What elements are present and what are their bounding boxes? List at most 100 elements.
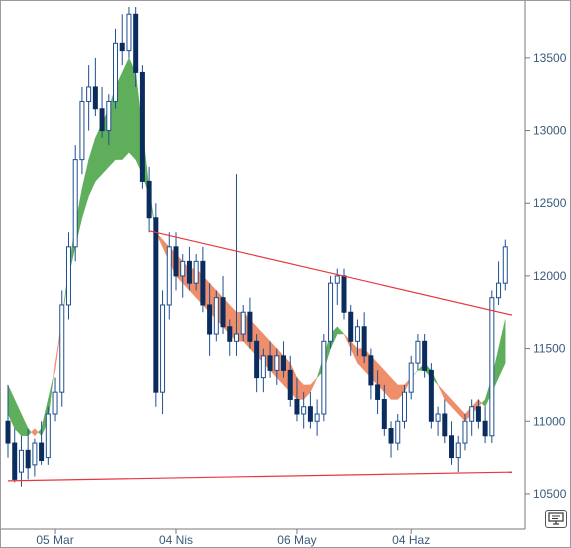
candle xyxy=(307,392,313,429)
cloud-segment xyxy=(384,369,392,400)
y-axis: 10500 11000 11500 12000 12500 13000 13500 xyxy=(525,51,567,501)
candle xyxy=(119,14,125,66)
candle xyxy=(381,384,387,436)
candle-body xyxy=(254,340,260,379)
candle-body xyxy=(489,297,495,437)
candle xyxy=(59,290,65,407)
candle-body xyxy=(220,297,226,328)
cloud-segment xyxy=(27,428,32,437)
cloud-segment xyxy=(451,398,459,415)
candle xyxy=(193,254,199,291)
candle-body xyxy=(294,398,300,415)
cloud-segment xyxy=(481,398,486,408)
chart-settings-button[interactable] xyxy=(545,510,567,528)
candle-body xyxy=(281,355,287,371)
candle xyxy=(354,319,360,356)
candle-body xyxy=(428,369,434,422)
cloud-segment xyxy=(81,159,89,218)
cloud-segment xyxy=(310,377,318,393)
candle-body xyxy=(99,108,105,132)
candle xyxy=(469,399,475,436)
cloud-segment xyxy=(95,123,103,182)
candle-body xyxy=(113,42,119,102)
candle xyxy=(52,377,58,422)
candle-body xyxy=(52,391,58,415)
candle xyxy=(39,421,45,465)
candle xyxy=(361,312,367,364)
candle xyxy=(213,290,219,342)
candle-body xyxy=(348,311,354,342)
candle-body xyxy=(25,449,31,469)
candle-body xyxy=(395,420,401,444)
candle xyxy=(166,232,172,320)
candle xyxy=(462,413,468,451)
cloud-segment xyxy=(303,384,311,400)
candle xyxy=(113,28,119,109)
candle-body xyxy=(328,282,334,342)
candle xyxy=(86,65,92,131)
candle xyxy=(247,297,253,349)
candle xyxy=(301,392,307,429)
candle-body xyxy=(119,42,125,52)
candle-body xyxy=(233,333,239,342)
candle-body xyxy=(469,406,475,422)
candle xyxy=(45,406,51,465)
cloud-segment xyxy=(88,137,96,197)
candle xyxy=(260,348,266,393)
candle-body xyxy=(368,355,374,386)
candle xyxy=(220,275,226,335)
candle-body xyxy=(227,326,233,342)
candle-body xyxy=(59,304,65,393)
cloud-segment xyxy=(122,57,130,161)
candle xyxy=(65,232,71,320)
candle-body xyxy=(79,100,85,161)
candle xyxy=(422,334,428,378)
cloud-segment xyxy=(37,428,42,437)
y-tick-label: 12500 xyxy=(533,196,567,210)
candles xyxy=(5,7,508,487)
candle xyxy=(328,275,334,349)
candle xyxy=(99,86,105,138)
candle xyxy=(32,438,38,477)
candle xyxy=(92,57,98,117)
candle-body xyxy=(5,420,11,444)
candle-body xyxy=(307,406,313,422)
candle xyxy=(18,435,24,487)
candle-body xyxy=(388,428,394,444)
candle-body xyxy=(200,260,206,306)
x-tick-label: 04 Haz xyxy=(392,533,430,547)
display-settings-icon xyxy=(548,512,564,525)
candle xyxy=(482,406,488,444)
candle-body xyxy=(18,449,24,473)
candle xyxy=(281,341,287,378)
candle-body xyxy=(139,71,145,182)
candle-body xyxy=(449,435,455,459)
y-tick-label: 13000 xyxy=(533,124,567,138)
candle-body xyxy=(106,100,112,132)
candle xyxy=(240,304,246,342)
x-tick-label: 06 May xyxy=(277,533,316,547)
cloud-segment xyxy=(31,428,36,437)
candle-body xyxy=(422,340,428,371)
candle xyxy=(146,166,152,233)
cloud-segment xyxy=(296,377,304,400)
candle-body xyxy=(240,311,246,335)
candle xyxy=(207,283,213,356)
candle-body xyxy=(381,398,387,430)
candle xyxy=(173,232,179,291)
candle-body xyxy=(32,442,38,466)
cloud-segment xyxy=(444,391,452,408)
candle-body xyxy=(408,362,414,393)
cloud-segment xyxy=(53,363,56,378)
candle xyxy=(368,348,374,400)
cloud-segment xyxy=(437,384,445,400)
candle xyxy=(502,239,508,291)
candle xyxy=(415,334,421,371)
cloud-segment xyxy=(478,398,483,408)
candle-body xyxy=(193,260,199,284)
candle-body xyxy=(133,13,139,73)
candle xyxy=(455,435,461,473)
candle xyxy=(106,94,112,146)
candle xyxy=(5,384,11,458)
